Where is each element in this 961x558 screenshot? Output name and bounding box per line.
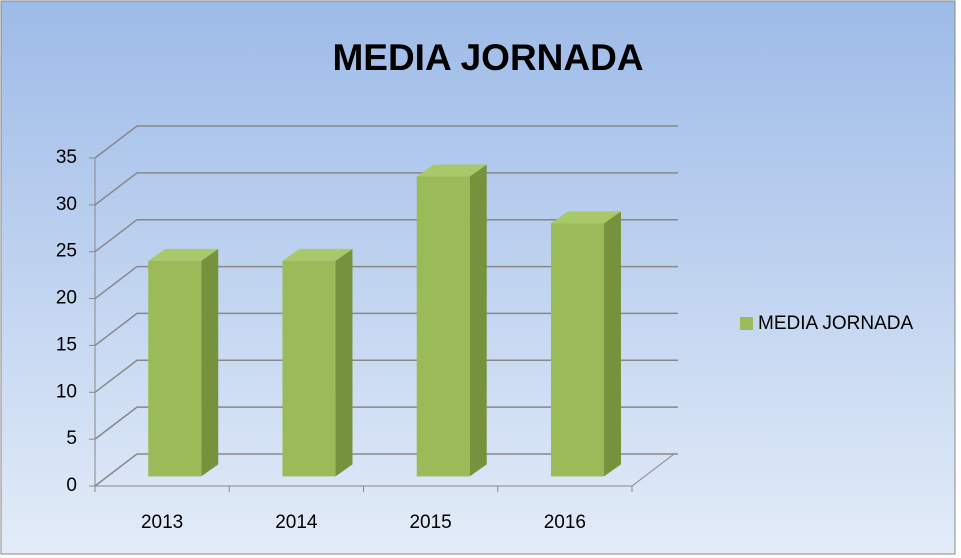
grid-line: [94, 312, 678, 347]
chart-title: MEDIA JORNADA: [332, 37, 643, 78]
y-tick-label: 20: [56, 288, 77, 309]
legend-swatch: [740, 317, 753, 330]
bar-top: [148, 248, 219, 261]
grid-line: [94, 265, 678, 300]
y-tick-label: 35: [56, 147, 77, 168]
y-tick-label: 5: [66, 428, 77, 449]
bar-top: [416, 164, 487, 177]
bar: [282, 260, 336, 477]
bar-side: [201, 248, 219, 477]
y-tick-label: 10: [56, 381, 77, 402]
grid-line: [94, 453, 678, 487]
y-tick-label: 30: [56, 194, 77, 215]
x-tick-label: 2016: [544, 512, 586, 533]
bar: [416, 176, 470, 477]
grid-line: [94, 125, 678, 159]
bar-side: [469, 164, 487, 477]
y-tick-label: 25: [56, 241, 77, 262]
bar: [550, 223, 604, 477]
y-tick-label: 0: [66, 475, 77, 496]
bar-top: [282, 248, 353, 261]
y-tick-label: 15: [56, 334, 77, 355]
grid-line: [94, 218, 678, 253]
x-tick-label: 2015: [409, 512, 451, 533]
grid-line: [94, 172, 678, 206]
bar-top: [550, 211, 621, 224]
bar-side: [603, 211, 621, 477]
legend-label: MEDIA JORNADA: [758, 313, 914, 334]
grid-line: [94, 359, 678, 393]
x-tick-label: 2013: [141, 512, 183, 533]
x-tick-label: 2014: [275, 512, 318, 533]
grid-line: [94, 406, 678, 440]
bar: [148, 260, 202, 477]
bar-side: [335, 248, 353, 477]
